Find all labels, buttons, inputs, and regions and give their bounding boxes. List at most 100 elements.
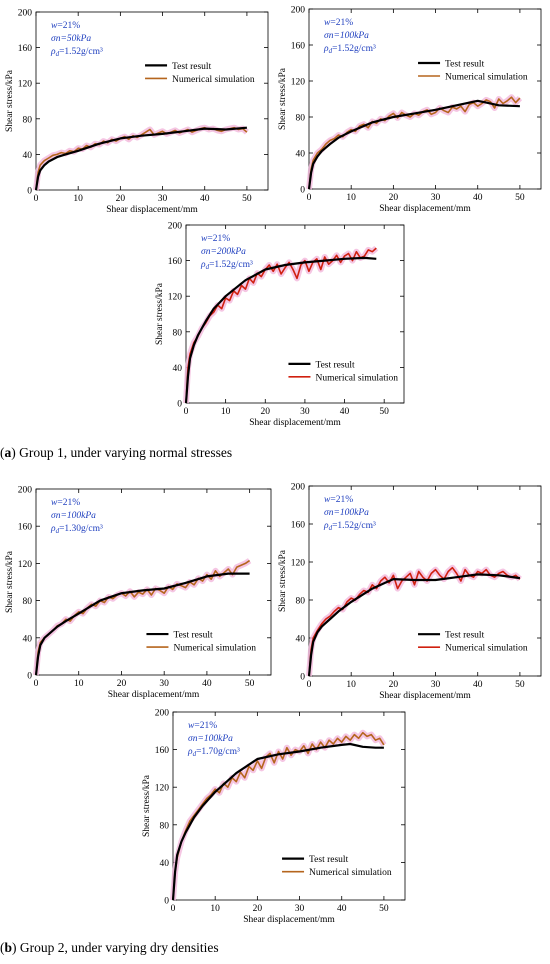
x-axis-label: Shear displacement/mm (249, 418, 341, 428)
y-tick-label: 120 (18, 560, 33, 570)
x-tick-label: 0 (34, 194, 39, 204)
legend: Test result Numerical simulation (288, 360, 398, 383)
caption-b-letter: b (4, 940, 13, 955)
series-simulation-shade (306, 94, 523, 190)
x-tick-label: 10 (346, 193, 356, 203)
x-tick-label: 10 (73, 194, 83, 204)
y-tick-label: 200 (291, 6, 306, 16)
chart-a3: 0 10 20 30 40 50 0 40 80 120 160 200 Shear displacem… (155, 222, 405, 428)
y-tick-label: 0 (300, 673, 305, 683)
y-tick-label: 120 (291, 559, 306, 569)
legend-label: Numerical simulation (445, 644, 528, 654)
x-tick-label: 40 (200, 194, 210, 204)
y-tick-label: 40 (296, 635, 306, 645)
x-tick-label: 10 (221, 407, 231, 417)
series-test-result (184, 256, 377, 404)
y-tick-label: 120 (155, 784, 170, 794)
legend-label: Numerical simulation (445, 73, 528, 83)
x-tick-label: 50 (515, 680, 525, 690)
param-text: w=21% (51, 21, 80, 31)
series-numerical-simulation (172, 731, 385, 901)
param-text: σn=50kPa (51, 34, 91, 44)
chart-b3: 0 10 20 30 40 50 0 40 80 120 160 200 Shear displacem… (142, 709, 406, 925)
legend-label: Test result (173, 631, 213, 641)
param-text: σn=100kPa (324, 508, 369, 518)
param-text: ρd=1.52g/cm³ (323, 521, 376, 532)
y-tick-label: 80 (173, 328, 183, 338)
param-text: w=21% (324, 495, 353, 505)
series-test-result (34, 572, 250, 676)
y-tick-label: 200 (168, 222, 183, 232)
y-tick-label: 40 (296, 150, 306, 160)
series-numerical-simulation (308, 566, 521, 677)
legend-label: Numerical simulation (172, 75, 255, 85)
y-tick-label: 80 (160, 821, 170, 831)
y-tick-label: 200 (18, 9, 33, 19)
y-tick-label: 160 (168, 257, 183, 267)
param-text: w=21% (188, 721, 217, 731)
y-tick-label: 200 (155, 709, 170, 719)
x-tick-label: 30 (158, 194, 168, 204)
y-tick-label: 80 (23, 115, 33, 125)
x-tick-label: 0 (307, 680, 312, 690)
x-tick-label: 20 (389, 193, 399, 203)
caption-a: (a) Group 1, under varying normal stress… (0, 445, 233, 460)
x-tick-label: 50 (242, 194, 252, 204)
y-tick-label: 0 (27, 672, 32, 682)
plot-frame (185, 224, 405, 404)
y-axis-label: Shear stress/kPa (155, 282, 165, 345)
y-tick-label: 0 (300, 186, 305, 196)
legend-label: Test result (309, 855, 349, 865)
y-axis-label: Shear stress/kPa (142, 774, 152, 837)
param-text: ρd=1.52g/cm³ (323, 44, 376, 55)
y-tick-label: 80 (23, 597, 33, 607)
x-tick-label: 40 (473, 680, 483, 690)
x-tick-label: 20 (116, 194, 126, 204)
plot-frame (308, 8, 542, 190)
x-tick-label: 50 (379, 904, 389, 914)
x-tick-label: 30 (295, 904, 305, 914)
y-tick-label: 40 (160, 859, 170, 869)
x-tick-label: 40 (340, 407, 350, 417)
y-tick-label: 0 (177, 400, 182, 410)
x-axis-label: Shear displacement/mm (106, 205, 198, 215)
chart-b1: 0 10 20 30 40 50 0 40 80 120 160 200 Shear displacem… (5, 486, 272, 700)
plot-frame (35, 11, 269, 191)
param-text: σn=100kPa (51, 511, 96, 521)
plot-frame (172, 711, 406, 901)
caption-a-letter: a (4, 445, 12, 460)
x-tick-label: 0 (34, 679, 39, 689)
series-test-result (171, 742, 384, 901)
y-tick-label: 160 (291, 42, 306, 52)
legend: Test result Numerical simulation (146, 631, 256, 654)
caption-b: (b) Group 2, under varying dry densities (0, 940, 219, 955)
chart-a2: 0 10 20 30 40 50 0 40 80 120 160 200 Shear displacem… (278, 6, 542, 214)
series-test-result (34, 126, 247, 191)
x-axis-label: Shear displacement/mm (243, 915, 335, 925)
y-axis-label: Shear stress/kPa (5, 69, 15, 132)
x-tick-label: 20 (117, 679, 127, 689)
y-tick-label: 160 (18, 523, 33, 533)
x-axis-label: Shear displacement/mm (379, 691, 471, 701)
param-text: w=21% (324, 18, 353, 28)
x-tick-label: 20 (261, 407, 271, 417)
y-tick-label: 200 (18, 486, 33, 496)
param-text: σn=100kPa (188, 734, 233, 744)
caption-a-text: Group 1, under varying normal stresses (19, 445, 233, 460)
series-test-result (307, 573, 521, 677)
series-simulation-shade (33, 558, 252, 676)
x-tick-label: 10 (210, 904, 220, 914)
x-tick-label: 50 (379, 407, 389, 417)
x-tick-label: 20 (389, 680, 399, 690)
legend-label: Test result (445, 631, 485, 641)
x-tick-label: 40 (337, 904, 347, 914)
legend: Test result Numerical simulation (418, 60, 528, 83)
chart-a1: 0 10 20 30 40 50 0 40 80 120 160 200 Shear displacem… (5, 9, 269, 215)
plot-frame (35, 488, 272, 676)
x-tick-label: 10 (346, 680, 356, 690)
y-tick-label: 40 (23, 634, 33, 644)
x-tick-label: 40 (202, 679, 212, 689)
y-tick-label: 120 (18, 80, 33, 90)
x-tick-label: 30 (431, 680, 441, 690)
